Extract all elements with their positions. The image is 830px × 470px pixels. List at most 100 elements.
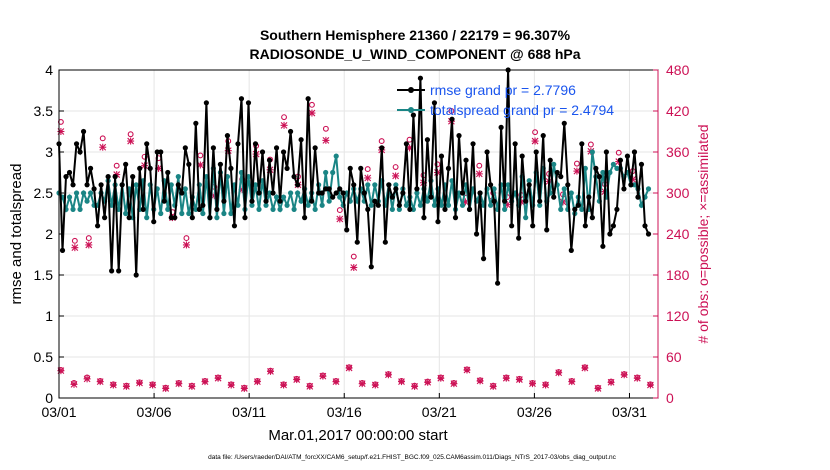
series-point-rmse bbox=[309, 198, 315, 204]
series-point-rmse bbox=[80, 128, 87, 135]
series-point-rmse bbox=[73, 141, 80, 147]
series-point-rmse bbox=[354, 239, 360, 245]
obs-possible-marker bbox=[322, 125, 329, 132]
obs-possible-marker bbox=[336, 207, 343, 214]
series-point-totalspread bbox=[295, 190, 301, 196]
obs-assimilated-low-marker bbox=[214, 374, 222, 382]
series-point-totalspread bbox=[182, 186, 188, 192]
series-point-rmse bbox=[389, 194, 395, 200]
y-right-tick-label: 300 bbox=[666, 185, 690, 201]
series-point-rmse bbox=[544, 227, 550, 233]
obs-assimilated-low-marker bbox=[411, 382, 419, 390]
legend-spread-marker bbox=[408, 107, 414, 113]
x-axis: 03/01 03/06 03/11 03/16 03/21 03/26 03/31 bbox=[41, 393, 647, 420]
series-point-totalspread bbox=[221, 210, 227, 217]
series-point-rmse bbox=[63, 174, 69, 180]
series-point-rmse bbox=[337, 186, 343, 192]
series-point-rmse bbox=[516, 235, 522, 241]
obs-possible-marker bbox=[587, 141, 594, 148]
series-point-rmse bbox=[386, 182, 392, 188]
series-point-rmse bbox=[179, 190, 185, 196]
obs-possible-marker bbox=[615, 149, 622, 156]
series-point-rmse bbox=[200, 202, 206, 208]
series-point-rmse bbox=[435, 219, 441, 225]
obs-assimilated-marker bbox=[85, 241, 93, 249]
series-point-totalspread bbox=[133, 182, 139, 188]
series-point-rmse bbox=[484, 149, 490, 155]
y-tick-label: 2.5 bbox=[34, 185, 54, 201]
series-point-rmse bbox=[228, 165, 234, 171]
series-point-rmse bbox=[624, 153, 631, 159]
series-point-rmse bbox=[365, 206, 371, 212]
series-point-rmse bbox=[382, 239, 388, 245]
series-point-rmse bbox=[123, 161, 129, 167]
series-point-rmse bbox=[600, 243, 606, 249]
series-point-rmse bbox=[105, 174, 111, 180]
series-point-rmse bbox=[642, 223, 648, 229]
series-point-rmse bbox=[396, 202, 402, 208]
obs-assimilated-low-marker bbox=[437, 374, 445, 382]
obs-possible-marker bbox=[99, 135, 106, 142]
obs-possible-marker bbox=[406, 136, 413, 143]
series-point-totalspread bbox=[431, 202, 438, 208]
series-point-totalspread bbox=[270, 206, 276, 212]
obs-assimilated-low-marker bbox=[568, 378, 576, 386]
series-point-rmse bbox=[523, 198, 529, 204]
series-point-totalspread bbox=[228, 210, 234, 217]
series-point-totalspread bbox=[291, 206, 297, 212]
obs-assimilated-low-marker bbox=[175, 380, 183, 388]
series-point-totalspread bbox=[589, 149, 595, 155]
series-point-rmse bbox=[519, 153, 525, 159]
series-point-rmse bbox=[533, 149, 539, 155]
series-point-rmse bbox=[372, 198, 378, 204]
series-point-totalspread bbox=[396, 206, 402, 212]
series-point-rmse bbox=[526, 182, 532, 188]
obs-assimilated-low-marker bbox=[345, 364, 353, 372]
series-point-rmse bbox=[628, 182, 634, 188]
series-point-totalspread bbox=[551, 161, 557, 167]
series-point-rmse bbox=[470, 141, 476, 147]
obs-assimilated-low-marker bbox=[96, 378, 104, 386]
y-tick-label: 4 bbox=[45, 62, 53, 78]
obs-assimilated-low-marker bbox=[542, 381, 550, 389]
series-point-rmse bbox=[196, 206, 202, 212]
series-point-rmse bbox=[94, 223, 101, 229]
series-point-totalspread bbox=[312, 206, 318, 212]
obs-assimilated-low-marker bbox=[397, 378, 405, 386]
series-point-totalspread bbox=[186, 210, 192, 217]
series-point-rmse bbox=[182, 145, 188, 151]
y-tick-label: 0 bbox=[45, 390, 53, 406]
obs-possible-marker bbox=[434, 161, 441, 168]
series-point-rmse bbox=[393, 186, 399, 192]
series-point-rmse bbox=[270, 190, 276, 196]
obs-assimilated-low-marker bbox=[555, 369, 563, 377]
series-point-totalspread bbox=[645, 186, 652, 192]
series-point-totalspread bbox=[487, 202, 494, 208]
series-point-totalspread bbox=[389, 206, 395, 212]
obs-assimilated-low-marker bbox=[371, 381, 379, 389]
obs-assimilated-marker bbox=[57, 128, 65, 135]
series-point-rmse bbox=[452, 215, 459, 221]
x-tick-label: 03/31 bbox=[612, 404, 647, 420]
obs-assimilated-low-marker bbox=[280, 381, 288, 389]
series-point-totalspread bbox=[284, 202, 290, 208]
series-point-rmse bbox=[512, 141, 518, 147]
series-point-totalspread bbox=[263, 202, 269, 208]
obs-assimilated-low-marker bbox=[489, 382, 497, 390]
obs-assimilated-low-marker bbox=[515, 376, 523, 384]
series-point-rmse bbox=[98, 182, 104, 188]
series-point-rmse bbox=[509, 223, 515, 229]
series-point-rmse bbox=[614, 206, 620, 212]
series-point-totalspread bbox=[607, 169, 613, 176]
series-point-rmse bbox=[256, 190, 262, 196]
series-point-rmse bbox=[273, 145, 280, 151]
series-point-rmse bbox=[165, 169, 171, 176]
series-point-rmse bbox=[210, 145, 216, 151]
y-tick-label: 1.5 bbox=[34, 267, 54, 283]
series-point-rmse bbox=[414, 186, 420, 192]
obs-assimilated-low-marker bbox=[633, 374, 641, 382]
obs-assimilated-marker bbox=[322, 136, 330, 144]
series-point-rmse bbox=[112, 174, 118, 180]
obs-possible-marker bbox=[308, 101, 315, 108]
obs-assimilated-low-marker bbox=[253, 378, 261, 386]
